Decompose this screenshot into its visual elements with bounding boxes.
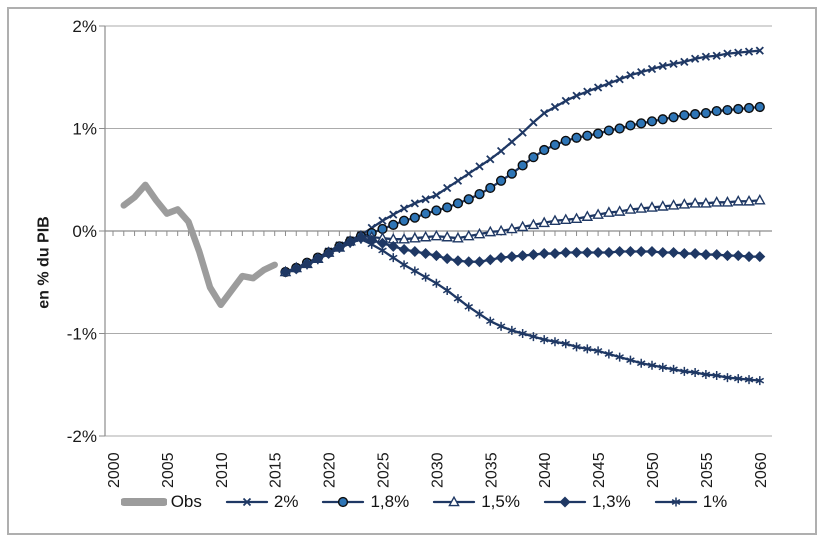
legend-item-s15: 1,5% [431,493,520,510]
legend-label: 1% [702,492,728,511]
x-tick-label: 2000 [106,452,123,488]
x-tick-label: 2055 [699,452,716,488]
y-tick-label: 0% [72,222,97,241]
legend-swatch-triangle-icon [433,495,476,506]
y-tick-label: -1% [67,325,97,344]
legend-swatch-circle-icon [322,496,365,507]
legend-label: Obs [170,492,202,511]
x-tick-label: 2010 [214,452,231,488]
y-axis-title: en % du PIB [35,216,53,309]
y-tick-label: 2% [72,17,97,36]
legend-swatch-none-icon [120,497,167,506]
x-tick-label: 2035 [483,452,500,488]
legend-item-obs: Obs [120,492,202,511]
legend-item-s13: 1,3% [542,493,631,510]
legend-item-s20: 2% [224,492,299,511]
legend-item-s10: 1% [653,492,728,511]
y-tick-label: 1% [72,120,97,139]
y-tick-label: -2% [67,427,97,446]
x-tick-label: 2025 [376,452,393,488]
x-tick-label: 2030 [429,452,446,488]
x-tick-label: 2040 [537,452,554,488]
x-tick-label: 2015 [268,452,285,488]
axis-labels: 2% 1% 0% -1% -2% 2000 2005 2010 2015 2020 2025 2030… [67,17,770,488]
x-tick-label: 2020 [322,452,339,488]
x-tick-label: 2050 [645,452,662,488]
legend-swatch-x-icon [225,497,269,506]
legend-swatch-asterisk-icon [654,497,697,506]
series-obs [120,181,278,309]
series-line [120,181,278,309]
legend-label: 1,8% [370,492,410,511]
legend-label: 2% [273,492,299,511]
x-tick-label: 2005 [160,452,177,488]
legend-label: 1,3% [591,492,631,511]
series-s10 [281,234,765,386]
axes [99,25,772,437]
chart-frame [7,7,817,535]
chart-legend: Obs 2% 1,8% 1,5% 1,3% 1% [70,493,778,510]
legend-swatch-diamond-icon [543,495,587,508]
series-s13 [279,232,766,278]
x-tick-label: 2060 [753,452,770,488]
legend-label: 1,5% [481,492,520,511]
legend-item-s18: 1,8% [320,493,409,510]
x-tick-label: 2045 [591,452,608,488]
